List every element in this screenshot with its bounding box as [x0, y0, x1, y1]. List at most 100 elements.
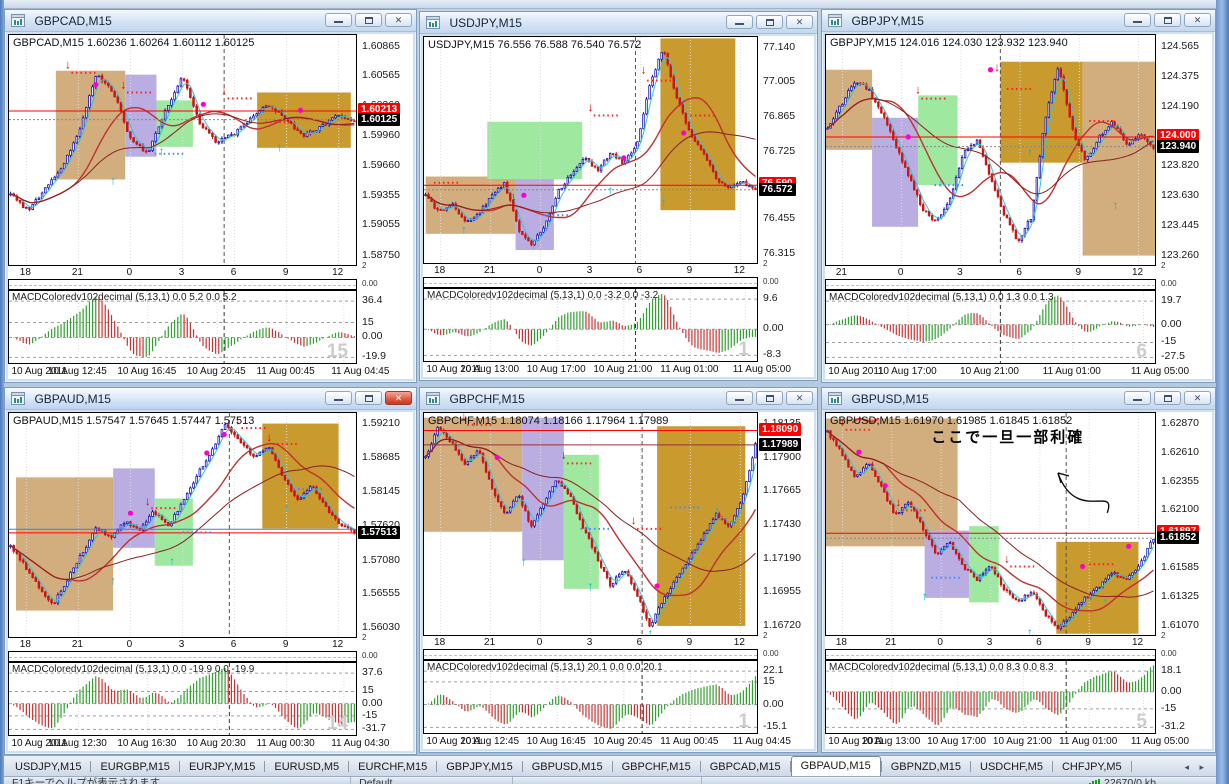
price-axis[interactable]: 77.14077.00576.86576.72576.59076.45576.3…: [758, 36, 814, 264]
mini-indicator-pane[interactable]: [8, 651, 357, 662]
close-button[interactable]: ✕: [1184, 391, 1211, 405]
window-title: USDJPY,M15: [449, 16, 522, 30]
chart-tab-eurjpy-m15[interactable]: EURJPY,M15: [188, 761, 256, 773]
price-axis[interactable]: 1.628701.626101.623551.621001.618451.615…: [1156, 412, 1212, 636]
restore-button[interactable]: [1154, 391, 1181, 405]
minimize-button[interactable]: [325, 391, 352, 405]
chart-tab-gbpusd-m15[interactable]: GBPUSD,M15: [531, 761, 603, 773]
macd-watermark: 1: [738, 339, 749, 360]
close-button[interactable]: ✕: [385, 13, 412, 27]
mini-indicator-pane[interactable]: [8, 279, 357, 290]
price-chart-pane[interactable]: ↓ ↓ ↑ ↑ ↓ ↑ GBPCAD,M15 1.60236 1.60264 1.6011…: [8, 34, 357, 266]
restore-button[interactable]: [756, 15, 783, 29]
close-button[interactable]: ✕: [1184, 13, 1211, 27]
minimize-button[interactable]: [726, 15, 753, 29]
restore-button[interactable]: [756, 391, 783, 405]
macd-pane[interactable]: MACDColoredv102decimal (5,13,1) 0.0 8.3 …: [825, 660, 1156, 734]
mini-axis-max: 2: [763, 631, 768, 640]
date-scale[interactable]: 10 Aug 2011 10 Aug 13:00 10 Aug 17:00 10 Au…: [825, 734, 1212, 749]
minimize-button[interactable]: [1124, 13, 1151, 27]
hour-tick-label: 0: [536, 265, 543, 276]
mini-indicator-pane[interactable]: [423, 277, 758, 288]
chart-tab-usdjpy-m15[interactable]: USDJPY,M15: [15, 761, 82, 773]
mini-indicator-pane[interactable]: [825, 279, 1156, 290]
price-tick-label: 124.375: [1161, 69, 1199, 82]
hour-scale[interactable]: 21 0 3 6 9 12: [825, 266, 1156, 279]
chart-tab-gbpaud-m15[interactable]: GBPAUD,M15: [790, 756, 881, 776]
chart-tab-eurgbp-m15[interactable]: EURGBP,M15: [100, 761, 170, 773]
date-scale[interactable]: 10 Aug 2011 10 Aug 12:45 10 Aug 16:45 10 Au…: [423, 734, 814, 749]
mini-indicator-pane[interactable]: [423, 649, 758, 660]
date-tick-label: 10 Aug 17:00: [526, 364, 586, 375]
chart-tab-eurusd-m5[interactable]: EURUSD,M5: [274, 761, 340, 773]
window-titlebar[interactable]: GBPCHF,M15 ✕: [420, 388, 817, 410]
price-chart-pane[interactable]: ↓ ↑ ↓ ↑ ↓ ↑ ↑ GBPCHF,M15 1.18074 1.18166 1.179…: [423, 412, 758, 636]
hour-scale[interactable]: 18 21 0 3 6 9 12: [825, 636, 1156, 649]
price-axis[interactable]: 1.181351.179001.176651.174301.171901.169…: [758, 412, 814, 636]
hour-scale[interactable]: 18 21 0 3 6 9 12: [423, 264, 758, 277]
price-tick-label: 1.59660: [362, 158, 400, 171]
macd-pane[interactable]: MACDColoredv102decimal (5,13,1) 0.0 1.3 …: [825, 290, 1156, 364]
window-titlebar[interactable]: GBPAUD,M15 ✕: [5, 388, 416, 410]
date-scale[interactable]: 10 Aug 2011 10 Aug 17:00 10 Aug 21:00 11 Au…: [825, 364, 1212, 379]
window-titlebar[interactable]: GBPJPY,M15 ✕: [822, 10, 1215, 32]
macd-axis[interactable]: 22.1 15 0.00 -15.1: [758, 660, 814, 734]
restore-button[interactable]: [355, 13, 382, 27]
chart-tab-usdchf-m5[interactable]: USDCHF,M5: [980, 761, 1043, 773]
ohlc-info-line: GBPCHF,M15 1.18074 1.18166 1.17964 1.179…: [428, 415, 669, 427]
chart-icon: [11, 392, 25, 405]
tab-separator: [178, 761, 180, 772]
mdi-scrollbar[interactable]: [1216, 0, 1229, 784]
chart-tab-gbpcad-m15[interactable]: GBPCAD,M15: [709, 761, 781, 773]
price-axis[interactable]: 124.565124.375124.190124.005123.820123.6…: [1156, 34, 1212, 266]
status-profile[interactable]: Default: [359, 777, 393, 784]
window-titlebar[interactable]: USDJPY,M15 ✕: [420, 12, 817, 34]
price-chart-pane[interactable]: ↓ ↓ ↑ ↓ ↑ ↑ GBPUSD,M15 1.61970 1.61985 1.6184…: [825, 412, 1156, 636]
hour-tick-label: 18: [434, 265, 446, 276]
macd-pane[interactable]: MACDColoredv102decimal (5,13,1) 0.0 5.2 …: [8, 290, 357, 364]
close-button[interactable]: ✕: [786, 15, 813, 29]
close-button[interactable]: ✕: [786, 391, 813, 405]
hour-scale[interactable]: 18 21 0 3 6 9 12: [8, 266, 357, 279]
macd-pane[interactable]: MACDColoredv102decimal (5,13,1) 0.0 -3.2…: [423, 288, 758, 362]
minimize-button[interactable]: [1124, 391, 1151, 405]
macd-pane[interactable]: MACDColoredv102decimal (5,13,1) 0.0 -19.…: [8, 662, 357, 736]
chart-tab-gbpjpy-m15[interactable]: GBPJPY,M15: [446, 761, 513, 773]
price-axis[interactable]: 1.592101.586851.581451.576201.570801.565…: [357, 412, 413, 638]
date-scale[interactable]: 10 Aug 2011 10 Aug 12:45 10 Aug 16:45 10 Au…: [8, 364, 413, 379]
macd-axis[interactable]: 9.6 0.00 -8.3: [758, 288, 814, 362]
restore-button[interactable]: [355, 391, 382, 405]
chart-tab-gbpchf-m15[interactable]: GBPCHF,M15: [621, 761, 691, 773]
hour-tick-label: 3: [986, 637, 993, 648]
window-titlebar[interactable]: GBPCAD,M15 ✕: [5, 10, 416, 32]
date-scale[interactable]: 10 Aug 2011 10 Aug 13:00 10 Aug 17:00 10 Au…: [423, 362, 814, 377]
minimize-button[interactable]: [726, 391, 753, 405]
date-tick-label: 11 Aug 04:45: [331, 366, 390, 377]
window-titlebar[interactable]: GBPUSD,M15 ✕: [822, 388, 1215, 410]
macd-pane[interactable]: MACDColoredv102decimal (5,13,1) 20.1 0.0…: [423, 660, 758, 734]
macd-axis[interactable]: 36.4 15 0.00 -19.9: [357, 290, 413, 364]
svg-text:↓: ↓: [588, 100, 594, 114]
price-axis[interactable]: 1.608651.605651.602601.599601.596601.593…: [357, 34, 413, 266]
chart-tab-chfjpy-m5[interactable]: CHFJPY,M5: [1061, 761, 1122, 773]
macd-axis[interactable]: 18.1 0.00 -15 -31.2: [1156, 660, 1212, 734]
hour-scale[interactable]: 18 21 0 3 6 9 12: [8, 638, 357, 651]
hour-scale[interactable]: 18 21 0 3 6 9 12: [423, 636, 758, 649]
price-chart-pane[interactable]: ↓ ↑ ↓ ↑ ↑ GBPJPY,M15 124.016 124.030 123.932…: [825, 34, 1156, 266]
price-chart-pane[interactable]: ↑ ↓ ↑ ↓ ↑ ↓ ↑ USDJPY,M15 76.556 76.588 76.540 …: [423, 36, 758, 264]
tab-scroll-arrows[interactable]: ◂ ▸: [1184, 762, 1208, 772]
macd-indicator-label: MACDColoredv102decimal (5,13,1) 0.0 1.3 …: [829, 292, 1054, 303]
minimize-button[interactable]: [325, 13, 352, 27]
close-button[interactable]: ✕: [385, 391, 412, 405]
hour-tick-label: 6: [230, 267, 237, 278]
chart-tab-gbpnzd-m15[interactable]: GBPNZD,M15: [890, 761, 962, 773]
macd-axis[interactable]: 37.6 15 0.00 -15 -31.7: [357, 662, 413, 736]
date-scale[interactable]: 10 Aug 2011 10 Aug 12:30 10 Aug 16:30 10 Au…: [8, 736, 413, 751]
price-tick-label: 1.62870: [1161, 417, 1199, 430]
chart-tab-eurchf-m15[interactable]: EURCHF,M15: [358, 761, 428, 773]
restore-button[interactable]: [1154, 13, 1181, 27]
chart-icon: [426, 392, 440, 405]
mini-indicator-pane[interactable]: [825, 649, 1156, 660]
price-chart-pane[interactable]: ↑ ↓ ↑ ↓ ↓ ↑ GBPAUD,M15 1.57547 1.57645 1.5744…: [8, 412, 357, 638]
macd-axis[interactable]: 19.7 0.00 -15 -27.5: [1156, 290, 1212, 364]
